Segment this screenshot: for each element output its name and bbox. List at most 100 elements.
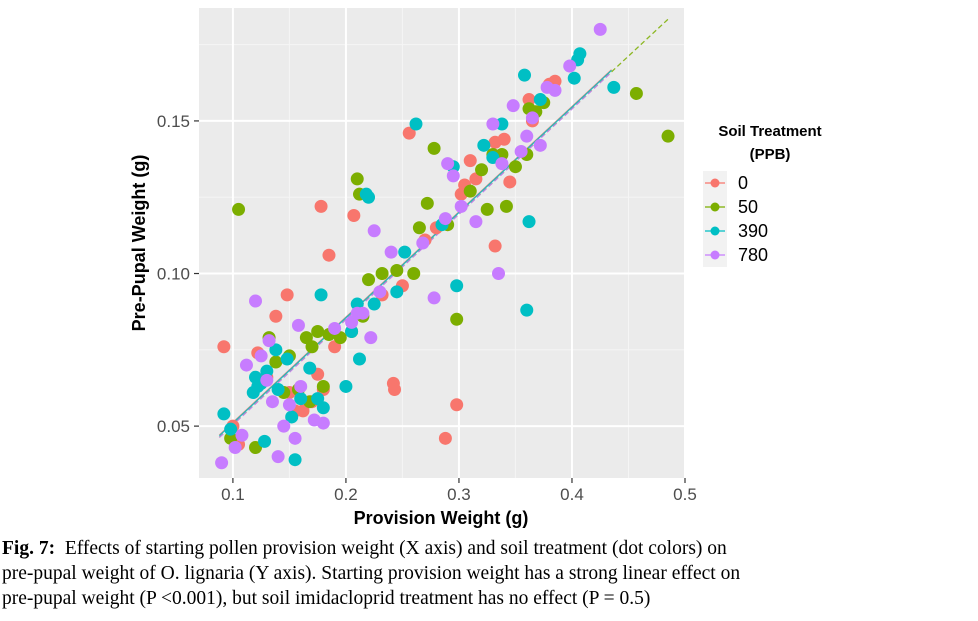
data-point-50 <box>311 325 325 339</box>
data-point-780 <box>514 144 528 158</box>
data-point-780 <box>520 129 534 143</box>
x-tick-label: 0.5 <box>673 485 697 504</box>
data-point-780 <box>495 157 509 171</box>
data-point-780 <box>235 428 249 442</box>
data-point-390 <box>367 297 381 311</box>
plot-panel <box>199 8 685 478</box>
data-point-0 <box>314 199 328 213</box>
data-point-780 <box>328 321 342 335</box>
data-point-390 <box>294 392 308 406</box>
data-point-780 <box>427 291 441 305</box>
data-point-0 <box>463 154 477 168</box>
figure-caption: Fig. 7: Effects of starting pollen provi… <box>2 536 974 611</box>
data-point-390 <box>520 303 534 317</box>
data-point-50 <box>232 202 246 216</box>
data-point-0 <box>438 431 452 445</box>
data-point-0 <box>488 239 502 253</box>
data-point-50 <box>463 184 477 198</box>
x-tick-label: 0.2 <box>334 485 358 504</box>
legend-label-780: 780 <box>738 245 768 265</box>
data-point-390 <box>450 279 464 293</box>
data-point-780 <box>239 358 253 372</box>
data-point-50 <box>629 86 643 100</box>
data-point-50 <box>475 163 489 177</box>
data-point-390 <box>607 80 621 94</box>
legend-title-line1: Soil Treatment <box>718 123 821 140</box>
data-point-780 <box>277 419 291 433</box>
data-point-780 <box>548 83 562 97</box>
data-point-0 <box>450 398 464 412</box>
y-axis-ticks: 0.05 0.10 0.15 <box>157 112 199 436</box>
data-point-50 <box>450 312 464 326</box>
data-point-390 <box>573 47 587 61</box>
data-point-780 <box>416 236 430 250</box>
data-points <box>215 22 675 470</box>
data-point-390 <box>217 407 231 421</box>
data-point-780 <box>486 117 500 131</box>
legend-key-dot <box>710 250 720 260</box>
data-point-780 <box>288 431 302 445</box>
data-point-390 <box>258 434 272 448</box>
legend-title-line2: (PPB) <box>750 146 791 163</box>
data-point-50 <box>350 172 364 186</box>
data-point-50 <box>420 196 434 210</box>
x-axis-title: Provision Weight (g) <box>354 508 529 528</box>
data-point-0 <box>402 126 416 140</box>
data-point-780 <box>356 306 370 320</box>
data-point-50 <box>427 141 441 155</box>
caption-label: Fig. 7: <box>2 538 56 559</box>
y-tick-label: 0.15 <box>157 112 190 131</box>
data-point-780 <box>469 215 483 229</box>
data-point-780 <box>228 440 242 454</box>
data-point-780 <box>454 199 468 213</box>
data-point-0 <box>522 93 536 107</box>
data-point-780 <box>446 169 460 183</box>
data-point-780 <box>282 398 296 412</box>
data-point-0 <box>296 404 310 418</box>
data-point-390 <box>339 379 353 393</box>
caption-text-1: Effects of starting pollen provision wei… <box>64 538 727 559</box>
legend: Soil Treatment (PPB) 0 50 390 780 <box>703 123 822 267</box>
caption-line-1: Fig. 7: Effects of starting pollen provi… <box>2 536 974 561</box>
y-tick-label: 0.10 <box>157 265 190 284</box>
data-point-390 <box>316 401 330 415</box>
data-point-780 <box>384 245 398 259</box>
data-point-390 <box>522 215 536 229</box>
data-point-780 <box>254 349 268 363</box>
data-point-0 <box>503 175 517 189</box>
data-point-390 <box>518 68 532 82</box>
data-point-390 <box>398 245 412 259</box>
legend-key-dot <box>710 226 720 236</box>
data-point-780 <box>294 379 308 393</box>
data-point-780 <box>316 416 330 430</box>
data-point-50 <box>362 273 376 287</box>
data-point-780 <box>373 285 387 299</box>
data-point-780 <box>593 22 607 36</box>
legend-label-0: 0 <box>738 173 748 193</box>
legend-label-390: 390 <box>738 221 768 241</box>
data-point-50 <box>407 267 421 281</box>
data-point-390 <box>303 361 317 375</box>
data-point-50 <box>480 202 494 216</box>
data-point-390 <box>271 382 285 396</box>
data-point-390 <box>495 117 509 131</box>
data-point-780 <box>441 157 455 171</box>
data-point-390 <box>362 190 376 204</box>
x-tick-label: 0.1 <box>221 485 245 504</box>
data-point-780 <box>265 395 279 409</box>
y-tick-label: 0.05 <box>157 417 190 436</box>
data-point-780 <box>525 111 539 125</box>
data-point-390 <box>409 117 423 131</box>
data-point-0 <box>322 248 336 262</box>
data-point-780 <box>249 294 263 308</box>
data-point-390 <box>269 343 283 357</box>
x-axis-ticks: 0.1 0.2 0.3 0.4 0.5 <box>221 478 697 504</box>
data-point-50 <box>661 129 675 143</box>
data-point-390 <box>533 93 547 107</box>
trend-line-780 <box>218 71 612 439</box>
data-point-0 <box>280 288 294 302</box>
caption-line-2: pre-pupal weight of O. lignaria (Y axis)… <box>2 563 741 584</box>
data-point-390 <box>352 352 366 366</box>
data-point-0 <box>388 382 402 396</box>
data-point-50 <box>375 267 389 281</box>
